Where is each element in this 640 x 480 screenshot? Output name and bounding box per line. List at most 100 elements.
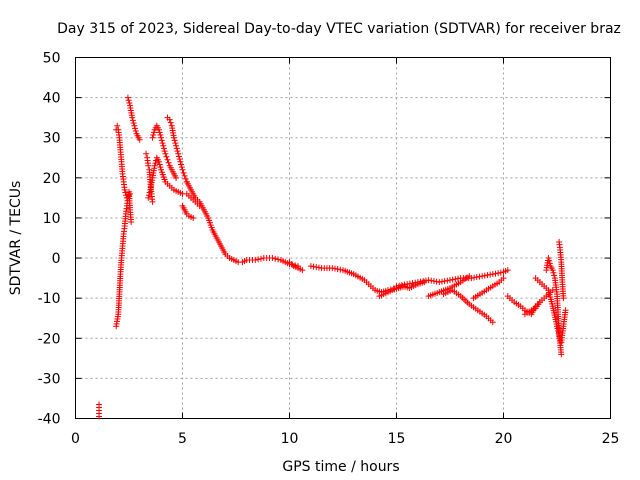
data-point — [545, 255, 552, 262]
data-point — [190, 214, 197, 221]
data-point — [159, 140, 166, 147]
data-point — [310, 263, 317, 270]
x-tick-label: 25 — [602, 431, 620, 447]
data-point — [157, 132, 164, 139]
data-point — [124, 94, 131, 101]
data-point — [562, 307, 569, 314]
data-point — [177, 158, 184, 165]
data-point — [551, 272, 558, 279]
data-point — [438, 278, 445, 285]
data-point — [471, 274, 478, 281]
data-point — [146, 189, 153, 196]
data-point — [269, 255, 276, 262]
data-point — [176, 156, 183, 163]
data-point — [334, 266, 341, 273]
data-point — [145, 192, 152, 199]
data-point — [549, 267, 556, 274]
y-tick-label: -10 — [38, 291, 61, 307]
data-point — [132, 125, 139, 132]
data-point — [412, 279, 419, 286]
data-point — [178, 161, 185, 168]
data-point — [257, 255, 264, 262]
data-point — [447, 277, 453, 284]
data-point — [409, 280, 416, 287]
grid — [75, 57, 611, 419]
data-point — [444, 277, 451, 284]
data-point — [131, 122, 138, 129]
y-tick-label: -20 — [38, 331, 61, 347]
data-point — [396, 282, 403, 289]
y-tick-label: -30 — [38, 371, 61, 387]
data-point — [170, 134, 177, 141]
data-point — [406, 280, 413, 287]
data-point — [489, 319, 496, 326]
data-point — [178, 164, 185, 171]
data-point — [182, 175, 189, 182]
data-point — [484, 272, 491, 279]
data-point — [136, 136, 143, 143]
data-point — [161, 148, 168, 155]
data-point — [156, 161, 163, 168]
data-point — [162, 150, 169, 157]
data-point — [175, 153, 182, 160]
data-point — [307, 263, 314, 270]
data-point — [145, 194, 152, 201]
data-point — [546, 257, 553, 264]
data-point — [158, 134, 165, 141]
y-tick-label: 50 — [43, 51, 61, 67]
data-point — [476, 273, 483, 280]
data-point — [150, 132, 157, 139]
data-point — [428, 277, 435, 284]
x-tick-label: 10 — [281, 431, 299, 447]
data-point — [558, 351, 565, 358]
data-point — [132, 128, 139, 135]
x-tick-labels: 0 5 10 15 20 25 — [71, 431, 619, 447]
data-point — [160, 145, 167, 152]
data-point — [414, 279, 421, 286]
data-point — [492, 270, 499, 277]
data-point — [441, 278, 448, 285]
data-point — [145, 162, 152, 169]
data-point — [150, 129, 157, 136]
chart-title: Day 315 of 2023, Sidereal Day-to-day VTE… — [57, 21, 621, 37]
data-point — [455, 275, 462, 282]
data-point — [122, 189, 129, 196]
data-point — [272, 255, 279, 262]
data-point — [173, 142, 180, 149]
data-point — [128, 218, 135, 225]
data-point — [143, 150, 150, 157]
data-point — [504, 267, 511, 274]
y-tick-label: 10 — [43, 211, 61, 227]
x-tick-label: 0 — [71, 431, 80, 447]
data-point — [430, 278, 437, 285]
data-point — [487, 271, 494, 278]
data-point — [126, 99, 133, 106]
data-point — [155, 126, 162, 133]
axis-ticks — [75, 57, 611, 419]
data-point — [163, 153, 170, 160]
data-point — [155, 158, 162, 165]
data-point — [179, 166, 186, 173]
data-point — [167, 119, 174, 126]
x-tick-label: 15 — [388, 431, 406, 447]
data-point — [151, 162, 158, 169]
data-point — [164, 156, 171, 163]
data-point — [175, 150, 182, 157]
data-point — [404, 281, 411, 288]
data-point — [125, 97, 132, 104]
y-axis-label: SDTVAR / TECUs — [8, 181, 24, 296]
data-point — [329, 265, 336, 272]
data-point — [152, 160, 159, 167]
data-point — [417, 278, 424, 285]
data-point — [398, 282, 405, 289]
data-point — [127, 190, 134, 197]
data-point — [173, 174, 180, 181]
data-point — [489, 271, 496, 278]
data-point — [315, 264, 322, 271]
data-point — [171, 137, 178, 144]
x-axis-label: GPS time / hours — [282, 459, 399, 475]
data-point — [560, 295, 567, 302]
data-point — [420, 278, 427, 285]
plot-frame — [75, 57, 611, 419]
